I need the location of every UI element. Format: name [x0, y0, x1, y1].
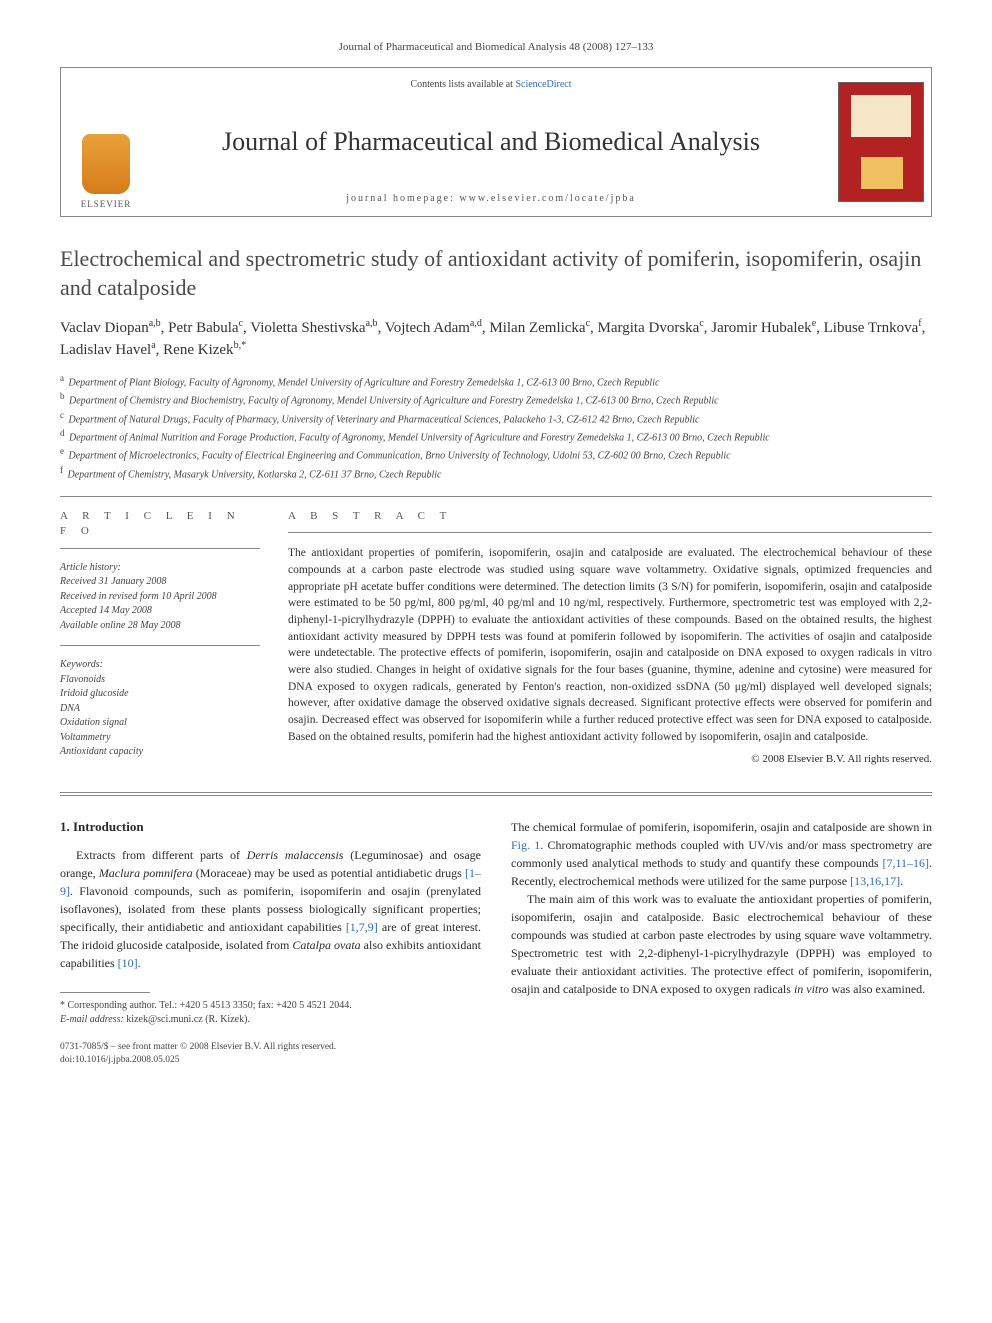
divider-rule [60, 496, 932, 497]
footnote-line: * Corresponding author. Tel.: +420 5 451… [60, 999, 481, 1013]
abstract-text: The antioxidant properties of pomiferin,… [288, 545, 932, 745]
keyword: Oxidation signal [60, 716, 260, 731]
journal-cover-cell [831, 68, 931, 216]
keyword: Flavonoids [60, 673, 260, 688]
abstract-rule [288, 532, 932, 533]
abstract-copyright: © 2008 Elsevier B.V. All rights reserved… [288, 752, 932, 767]
publisher-logo-text: ELSEVIER [81, 198, 132, 211]
body-paragraph: Extracts from different parts of Derris … [60, 846, 481, 972]
history-line: Received 31 January 2008 [60, 575, 260, 590]
affiliation-list: a Department of Plant Biology, Faculty o… [60, 372, 932, 482]
footnote-email-line: E-mail address: kizek@sci.muni.cz (R. Ki… [60, 1013, 481, 1027]
keywords-block: Keywords: Flavonoids Iridoid glucoside D… [60, 658, 260, 760]
affiliation-line: b Department of Chemistry and Biochemist… [60, 390, 932, 408]
corresponding-author-footnote: * Corresponding author. Tel.: +420 5 451… [60, 999, 481, 1027]
info-rule [60, 645, 260, 646]
history-line: Accepted 14 May 2008 [60, 604, 260, 619]
abstract-column: A B S T R A C T The antioxidant properti… [288, 509, 932, 772]
info-rule [60, 548, 260, 549]
history-line: Available online 28 May 2008 [60, 619, 260, 634]
info-abstract-row: A R T I C L E I N F O Article history: R… [60, 509, 932, 772]
keyword: Voltammetry [60, 731, 260, 746]
article-title: Electrochemical and spectrometric study … [60, 245, 932, 302]
keyword: Antioxidant capacity [60, 745, 260, 760]
body-two-column: 1. Introduction Extracts from different … [60, 818, 932, 1027]
history-line: Received in revised form 10 April 2008 [60, 590, 260, 605]
email-address[interactable]: kizek@sci.muni.cz (R. Kizek). [126, 1014, 250, 1025]
email-label: E-mail address: [60, 1014, 124, 1025]
body-column-right: The chemical formulae of pomiferin, isop… [511, 818, 932, 1027]
journal-name: Journal of Pharmaceutical and Biomedical… [159, 124, 823, 160]
affiliation-line: d Department of Animal Nutrition and For… [60, 427, 932, 445]
journal-cover-thumbnail [838, 82, 924, 202]
section-heading: 1. Introduction [60, 818, 481, 836]
footnote-rule [60, 992, 150, 993]
section-divider [60, 792, 932, 796]
elsevier-tree-icon [82, 134, 130, 194]
article-history-block: Article history: Received 31 January 200… [60, 561, 260, 634]
affiliation-line: e Department of Microelectronics, Facult… [60, 445, 932, 463]
keywords-label: Keywords: [60, 658, 260, 673]
author-list: Vaclav Diopana,b, Petr Babulac, Violetta… [60, 317, 932, 363]
article-info-column: A R T I C L E I N F O Article history: R… [60, 509, 260, 772]
journal-header-center: Contents lists available at ScienceDirec… [151, 68, 831, 216]
journal-reference-line: Journal of Pharmaceutical and Biomedical… [60, 40, 932, 55]
affiliation-line: f Department of Chemistry, Masaryk Unive… [60, 464, 932, 482]
footer-metadata: 0731-7085/$ – see front matter © 2008 El… [60, 1041, 932, 1068]
article-info-heading: A R T I C L E I N F O [60, 509, 260, 540]
publisher-logo-cell: ELSEVIER [61, 68, 151, 216]
journal-homepage-line: journal homepage: www.elsevier.com/locat… [159, 192, 823, 206]
abstract-heading: A B S T R A C T [288, 509, 932, 524]
affiliation-line: c Department of Natural Drugs, Faculty o… [60, 409, 932, 427]
keyword: Iridoid glucoside [60, 687, 260, 702]
contents-available-line: Contents lists available at ScienceDirec… [159, 78, 823, 92]
sciencedirect-link[interactable]: ScienceDirect [515, 79, 571, 90]
footer-doi: doi:10.1016/j.jpba.2008.05.025 [60, 1054, 932, 1067]
journal-header: ELSEVIER Contents lists available at Sci… [60, 67, 932, 217]
footer-line: 0731-7085/$ – see front matter © 2008 El… [60, 1041, 932, 1054]
affiliation-line: a Department of Plant Biology, Faculty o… [60, 372, 932, 390]
history-label: Article history: [60, 561, 260, 576]
body-column-left: 1. Introduction Extracts from different … [60, 818, 481, 1027]
body-paragraph: The chemical formulae of pomiferin, isop… [511, 818, 932, 890]
contents-prefix: Contents lists available at [410, 79, 515, 90]
keyword: DNA [60, 702, 260, 717]
body-paragraph: The main aim of this work was to evaluat… [511, 890, 932, 998]
